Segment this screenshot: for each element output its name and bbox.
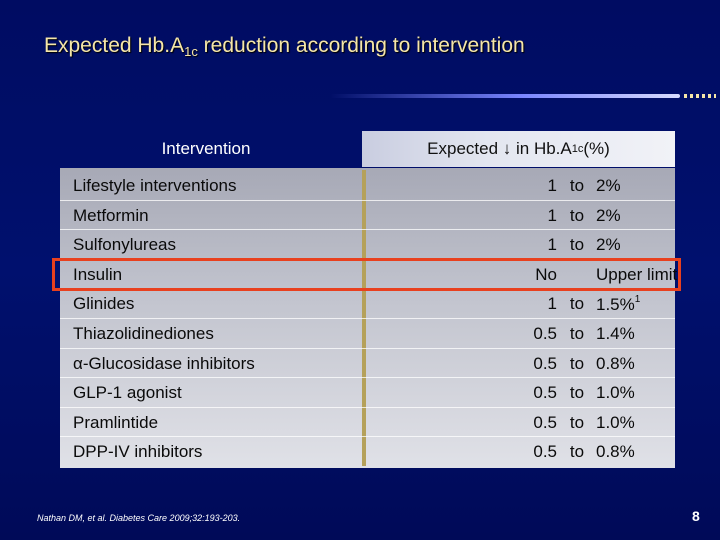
intervention-name: DPP-IV inhibitors [73, 442, 203, 462]
reduction-high: 0.8% [596, 353, 635, 373]
reduction-to: to [569, 412, 585, 432]
reduction-high: 1.4% [596, 324, 635, 343]
slide-title: Expected Hb.A1c reduction according to i… [44, 34, 525, 59]
row-separator [60, 347, 675, 349]
reduction-high: 1.0% [596, 412, 635, 432]
reduction-to: to [569, 353, 585, 373]
reduction-high: 0.8% [596, 442, 635, 462]
table-row: DPP-IV inhibitors 0.5 to 0.8% [60, 436, 675, 466]
table-row: Lifestyle interventions 1 to 2% [60, 170, 675, 200]
reduction-high-cell: 2% [596, 176, 621, 196]
header-expected-subscript: 1c [571, 143, 584, 155]
reduction-to: to [569, 235, 585, 255]
reduction-low: 0.5 [533, 324, 557, 343]
reduction-high-cell: 1.5%1 [596, 294, 640, 315]
reduction-high: 2% [596, 205, 621, 225]
header-intervention: Intervention [161, 139, 251, 158]
reduction-to: to [569, 205, 585, 225]
intervention-name: Lifestyle interventions [73, 176, 237, 195]
reduction-high-cell: 2% [596, 235, 621, 255]
intervention-name: α-Glucosidase inhibitors [73, 353, 255, 373]
reduction-low: 0.5 [533, 353, 557, 373]
reduction-low: 1 [547, 205, 557, 225]
reduction-high-cell: 2% [596, 206, 621, 226]
insulin-row-highlight [52, 258, 681, 291]
intervention-name: Metformin [73, 205, 149, 225]
header-expected-suffix: (%) [583, 139, 610, 158]
footnote-marker: 1 [634, 294, 641, 306]
reduction-high: 1.0% [596, 383, 635, 403]
reduction-high: 2% [596, 235, 621, 255]
reduction-high: Upper limit [596, 264, 678, 284]
reduction-high-cell: 1.0% [596, 383, 635, 403]
title-main: Expected Hb.A [44, 34, 185, 57]
reduction-high: 2% [596, 176, 621, 195]
reduction-low: 1 [547, 176, 557, 195]
table-row: Thiazolidinediones 0.5 to 1.4% [60, 318, 675, 348]
reduction-high-cell: 0.8% [596, 442, 635, 462]
reduction-high-cell: 1.0% [596, 413, 635, 433]
table-row: Sulfonylureas 1 to 2% [60, 229, 675, 259]
intervention-name: Glinides [73, 294, 135, 314]
title-rest: reduction according to intervention [197, 34, 525, 57]
intervention-name: GLP-1 agonist [73, 383, 182, 403]
reduction-low: No [535, 264, 557, 284]
intervention-name: Pramlintide [73, 412, 159, 432]
reduction-high-cell: 1.4% [596, 324, 635, 344]
reduction-low: 1 [547, 235, 557, 255]
row-separator [60, 199, 675, 201]
title-underline [330, 94, 680, 98]
reduction-high-cell: Upper limit [596, 265, 677, 285]
table-row: Glinides 1 to 1.5%1 [60, 288, 675, 318]
reduction-low: 0.5 [533, 383, 557, 403]
reduction-to: to [569, 294, 585, 314]
table-row: GLP-1 agonist 0.5 to 1.0% [60, 377, 675, 407]
table-row: Insulin No Upper limit [60, 259, 677, 289]
header-expected-prefix: Expected ↓ in Hb.A [427, 139, 572, 158]
reduction-to: to [569, 383, 585, 403]
title-subscript: 1c [184, 44, 198, 59]
row-separator [60, 229, 675, 231]
row-separator [60, 377, 675, 379]
citation: Nathan DM, et al. Diabetes Care 2009;32:… [37, 513, 241, 523]
reduction-low: 1 [547, 294, 557, 314]
reduction-to: to [569, 176, 585, 195]
intervention-name: Thiazolidinediones [73, 324, 214, 343]
table-row: Pramlintide 0.5 to 1.0% [60, 407, 675, 437]
page-number: 8 [692, 508, 700, 524]
reduction-high: 1.5% [596, 295, 635, 315]
intervention-name: Insulin [73, 264, 123, 284]
table-row: Metformin 1 to 2% [60, 200, 675, 230]
reduction-high-cell: 0.8% [596, 354, 635, 374]
intervention-name: Sulfonylureas [73, 235, 177, 255]
reduction-low: 0.5 [533, 442, 557, 462]
reduction-low: 0.5 [533, 412, 557, 432]
title-underline-dots [684, 94, 716, 98]
reduction-to: to [569, 324, 585, 343]
reduction-to: to [569, 442, 585, 462]
row-separator [60, 318, 675, 319]
table-row: α-Glucosidase inhibitors 0.5 to 0.8% [60, 348, 675, 378]
row-separator [60, 406, 675, 408]
header-expected-reduction: Expected ↓ in Hb.A 1c (%) [362, 131, 675, 167]
row-separator [60, 436, 675, 438]
